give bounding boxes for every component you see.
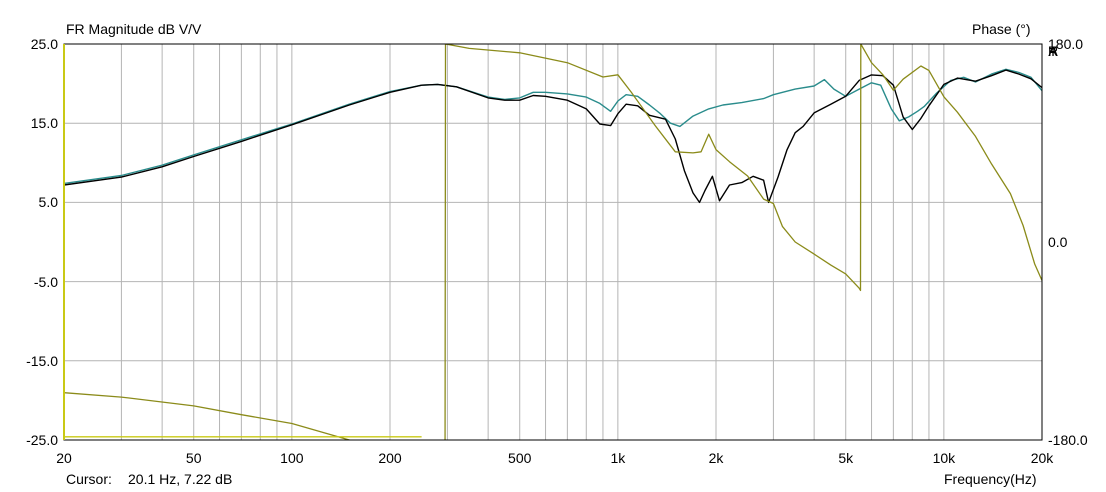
arta-letter: T [1048,43,1058,59]
phase-axis-title: Phase (°) [972,21,1031,37]
cursor-label: Cursor: [66,471,112,487]
x-tick-label: 20 [56,450,72,466]
x-tick-label: 2k [708,450,724,466]
arta-letter: A [1048,43,1058,59]
x-tick-label: 50 [185,450,202,466]
x-tick-label: 10k [932,450,956,466]
x-tick-label: 500 [508,450,532,466]
x-axis-title: Frequency(Hz) [944,471,1037,487]
y-tick-label: 5.0 [38,194,58,211]
plot-frame [63,43,1043,441]
y2-tick-label: 0.0 [1048,234,1068,250]
x-tick-label: 1k [610,450,626,466]
y-tick-label: -5.0 [33,273,58,290]
x-tick-label: 20k [1030,450,1054,466]
y-tick-label: 25.0 [30,36,58,52]
arta-letter: A [1048,43,1058,59]
x-tick-label: 5k [838,450,854,466]
vertical-grid [63,44,1043,440]
y2-tick-label: -180.0 [1048,432,1088,448]
y2-tick-label: 180.0 [1048,36,1084,52]
series-line-1 [64,69,1042,204]
chart-title: FR Magnitude dB V/V [66,21,202,37]
horizontal-grid [64,43,1042,441]
arta-letter: R [1047,43,1059,59]
x-tick-label: 200 [378,450,402,466]
x-tick-label: 100 [280,450,304,466]
series-layer [64,44,1042,440]
series-line-2 [64,44,1042,440]
y-tick-label: -15.0 [26,352,58,369]
y-tick-label: -25.0 [26,432,58,448]
series-line-0 [64,68,1042,185]
cursor-readout: 20.1 Hz, 7.22 dB [128,471,233,487]
y-tick-label: 15.0 [30,115,58,132]
